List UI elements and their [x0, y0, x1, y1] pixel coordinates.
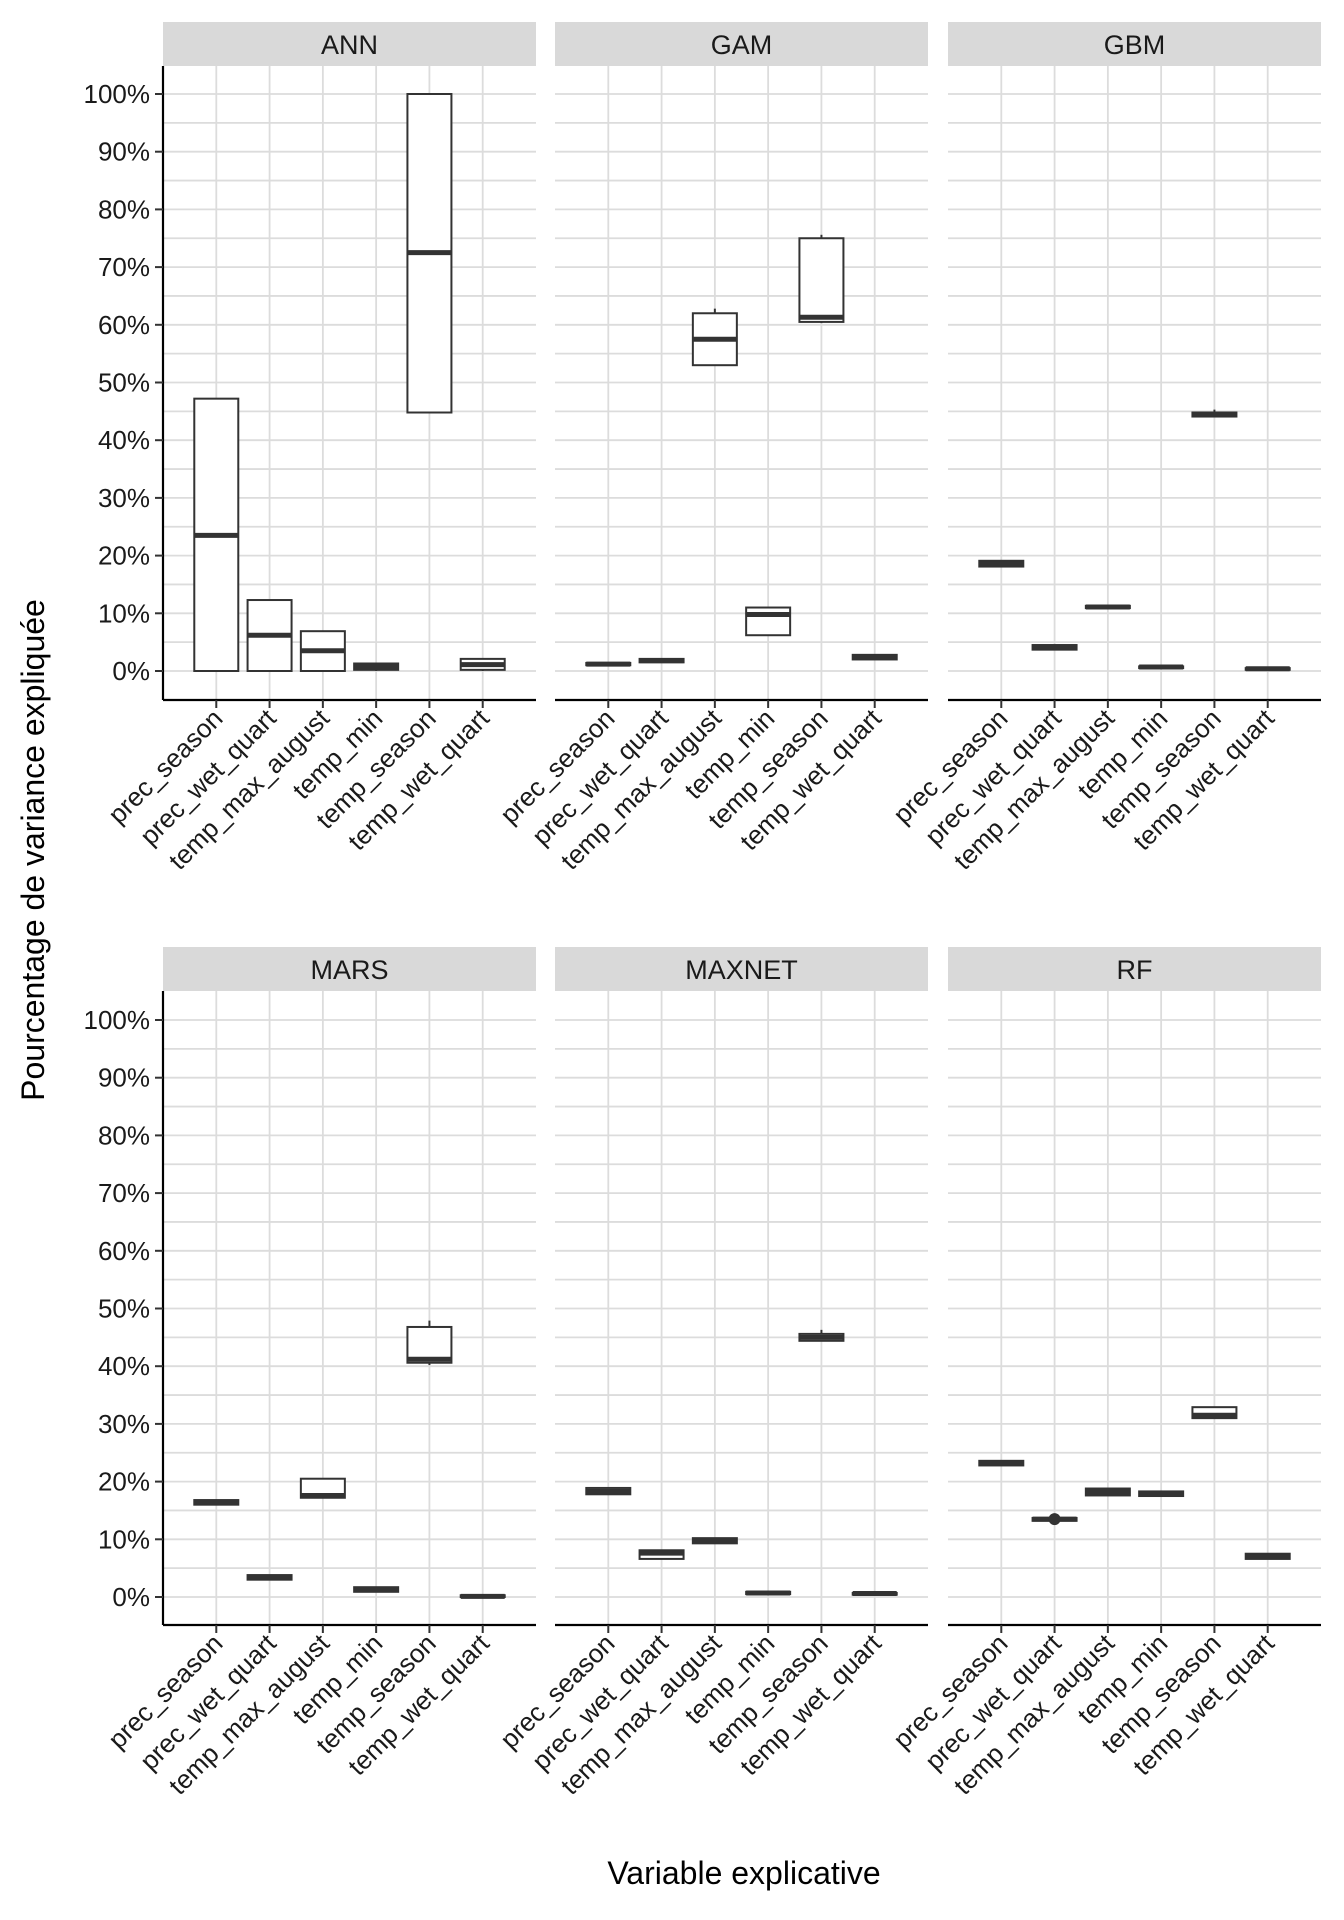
y-tick-label: 0% [112, 656, 150, 686]
box-temp_max_august [691, 1537, 738, 1545]
box-prec_season [585, 1486, 632, 1496]
facet-panel-mars: MARS0%10%20%30%40%50%60%70%80%90%100%pre… [84, 947, 536, 1800]
y-tick-label: 20% [98, 541, 150, 571]
y-axis-title: Pourcentage de variance expliquée [15, 599, 51, 1101]
box-prec_season [585, 661, 632, 667]
box-temp_min [745, 1590, 792, 1596]
box-prec_wet_quart [246, 1574, 293, 1581]
facet-strip [948, 22, 1321, 66]
box-prec_wet_quart [1031, 644, 1078, 651]
box-temp_wet_quart [851, 1591, 898, 1597]
y-tick-label: 50% [98, 1294, 150, 1324]
facet-panel-ann: ANN0%10%20%30%40%50%60%70%80%90%100%prec… [84, 22, 536, 875]
facet-strip [163, 22, 536, 66]
box-iqr [406, 1325, 453, 1364]
x-axis-title: Variable explicative [607, 1855, 880, 1891]
facet-label: GBM [1104, 30, 1166, 60]
box-prec_season [193, 397, 240, 672]
box-temp_max_august [299, 1477, 346, 1499]
facet-strip [948, 947, 1321, 991]
y-tick-label: 100% [84, 1005, 151, 1035]
box-temp_min [1138, 664, 1185, 670]
box-prec_wet_quart [638, 1549, 685, 1560]
box-temp_max_august [691, 308, 738, 367]
box-temp_season [1191, 1406, 1238, 1420]
y-tick-label: 20% [98, 1467, 150, 1497]
box-prec_wet_quart [246, 599, 293, 672]
y-tick-label: 90% [98, 137, 150, 167]
y-tick-label: 70% [98, 1178, 150, 1208]
y-tick-label: 30% [98, 483, 150, 513]
facet-strip [163, 947, 536, 991]
box-temp_season [406, 1320, 453, 1366]
facet-label: MAXNET [685, 955, 798, 985]
y-tick-label: 80% [98, 194, 150, 224]
box-temp_min [353, 662, 400, 671]
y-tick-label: 90% [98, 1063, 150, 1093]
facet-panel-rf: RFprec_seasonprec_wet_quarttemp_max_augu… [887, 947, 1321, 1800]
facet-grid: ANN0%10%20%30%40%50%60%70%80%90%100%prec… [84, 22, 1321, 1800]
y-tick-label: 40% [98, 1351, 150, 1381]
box-prec_season [978, 559, 1025, 568]
box-temp_season [406, 93, 453, 414]
y-tick-label: 0% [112, 1582, 150, 1612]
facet-label: MARS [310, 955, 388, 985]
facet-panel-gbm: GBMprec_seasonprec_wet_quarttemp_max_aug… [887, 22, 1321, 875]
facet-strip [555, 947, 928, 991]
box-temp_wet_quart [851, 653, 898, 661]
box-temp_season [1191, 409, 1238, 418]
facet-panel-maxnet: MAXNETprec_seasonprec_wet_quarttemp_max_… [494, 947, 928, 1800]
box-iqr [1191, 1406, 1238, 1420]
facet-panel-gam: GAMprec_seasonprec_wet_quarttemp_max_aug… [494, 22, 928, 875]
y-tick-label: 80% [98, 1120, 150, 1150]
y-tick-label: 10% [98, 598, 150, 628]
box-temp_max_august [1084, 1487, 1131, 1497]
box-temp_wet_quart [1244, 1552, 1291, 1560]
facet-label: RF [1117, 955, 1153, 985]
y-tick-label: 70% [98, 252, 150, 282]
y-tick-label: 60% [98, 1236, 150, 1266]
box-temp_min [745, 606, 792, 637]
box-temp_season [798, 234, 845, 324]
box-temp_max_august [299, 630, 346, 673]
box-temp_wet_quart [459, 1593, 506, 1599]
box-prec_wet_quart [1031, 1513, 1078, 1526]
y-tick-label: 30% [98, 1409, 150, 1439]
y-tick-label: 100% [84, 79, 151, 109]
box-temp_season [798, 1329, 845, 1342]
y-tick-label: 10% [98, 1524, 150, 1554]
box-prec_season [978, 1459, 1025, 1467]
y-tick-label: 60% [98, 310, 150, 340]
facet-label: ANN [321, 30, 378, 60]
box-iqr [798, 237, 845, 323]
facet-label: GAM [711, 30, 773, 60]
box-iqr [745, 606, 792, 637]
y-tick-label: 40% [98, 425, 150, 455]
box-temp_wet_quart [459, 657, 506, 671]
box-temp_wet_quart [1244, 666, 1291, 672]
box-prec_wet_quart [638, 657, 685, 664]
box-prec_season [193, 1499, 240, 1506]
box-temp_min [1138, 1490, 1185, 1498]
box-temp_max_august [1084, 604, 1131, 610]
outlier-point [1048, 1513, 1061, 1526]
box-temp_min [353, 1586, 400, 1593]
facet-strip [555, 22, 928, 66]
y-tick-label: 50% [98, 368, 150, 398]
